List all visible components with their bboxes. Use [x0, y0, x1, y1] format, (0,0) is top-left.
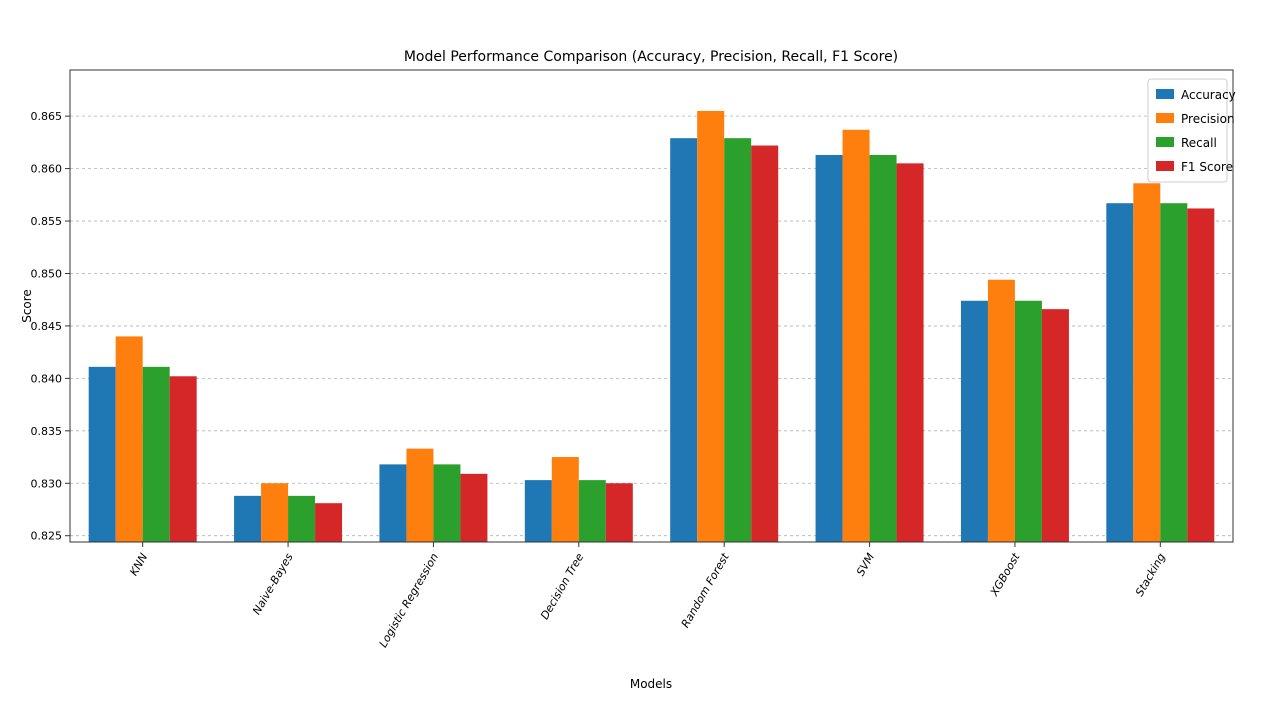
bar	[842, 129, 870, 542]
x-tick-label: XGBoost	[987, 550, 1023, 599]
bars	[88, 110, 1215, 542]
y-tick-label: 0.850	[31, 267, 63, 280]
plot-area-frame	[69, 69, 1234, 543]
x-tick-label: Naive-Bayes	[250, 551, 296, 617]
bar	[869, 154, 897, 542]
x-tick-label: Stacking	[1133, 551, 1168, 599]
bar	[1014, 300, 1042, 542]
y-tick-label: 0.855	[31, 215, 63, 228]
y-tick-label: 0.830	[31, 477, 63, 490]
bar	[115, 336, 143, 542]
bar	[142, 366, 170, 542]
bar	[578, 480, 606, 542]
bar	[987, 279, 1015, 542]
y-tick-label: 0.845	[31, 320, 63, 333]
bar	[724, 138, 752, 542]
y-tick-label: 0.860	[31, 163, 63, 176]
bar	[315, 503, 343, 542]
x-axis-label: Models	[630, 677, 672, 691]
x-axis-ticks: KNN Naive-Bayes Logistic Regression Decisio…	[127, 542, 1168, 650]
legend-swatch	[1156, 161, 1174, 171]
legend-swatch	[1156, 89, 1174, 99]
legend-label: Accuracy	[1181, 88, 1236, 102]
bar	[1160, 203, 1188, 542]
bar	[551, 457, 579, 542]
bar	[88, 366, 116, 542]
bar	[896, 163, 924, 542]
x-tick-label: SVM	[854, 551, 878, 579]
y-tick-label: 0.840	[31, 372, 63, 385]
legend-label: F1 Score	[1181, 160, 1233, 174]
bar	[288, 495, 316, 542]
legend-box	[1147, 78, 1228, 183]
chart-title: Model Performance Comparison (Accuracy, …	[404, 49, 898, 65]
bar	[1106, 203, 1134, 542]
bar	[697, 110, 725, 542]
legend-label: Precision	[1181, 112, 1235, 126]
bar	[751, 145, 779, 542]
bar	[815, 154, 843, 542]
bar	[261, 483, 289, 542]
x-tick-label: Logistic Regression	[377, 551, 441, 650]
y-axis-ticks: 0.825 0.830 0.835 0.840 0.845 0.850 0.855 0.860…	[31, 110, 70, 543]
bar	[1187, 208, 1215, 542]
y-axis-label: Score	[20, 289, 34, 323]
x-tick-label: Random Forest	[679, 550, 732, 630]
y-tick-label: 0.865	[31, 110, 63, 123]
bar	[460, 473, 488, 542]
bar	[524, 480, 552, 542]
bar	[1133, 183, 1161, 542]
bar	[960, 300, 988, 542]
bar	[406, 448, 434, 542]
legend-swatch	[1156, 137, 1174, 147]
bar	[605, 483, 633, 542]
bar	[433, 464, 461, 542]
legend-label: Recall	[1181, 136, 1217, 150]
y-tick-label: 0.825	[31, 530, 63, 543]
x-tick-label: Decision Tree	[538, 551, 586, 622]
bar	[234, 495, 262, 542]
x-tick-label: KNN	[127, 551, 150, 578]
legend: Accuracy Precision Recall F1 Score	[1147, 78, 1236, 183]
y-tick-label: 0.835	[31, 425, 63, 438]
bar	[169, 376, 197, 542]
bar	[1041, 309, 1069, 542]
legend-swatch	[1156, 113, 1174, 123]
bar	[670, 138, 698, 542]
bar	[379, 464, 407, 542]
